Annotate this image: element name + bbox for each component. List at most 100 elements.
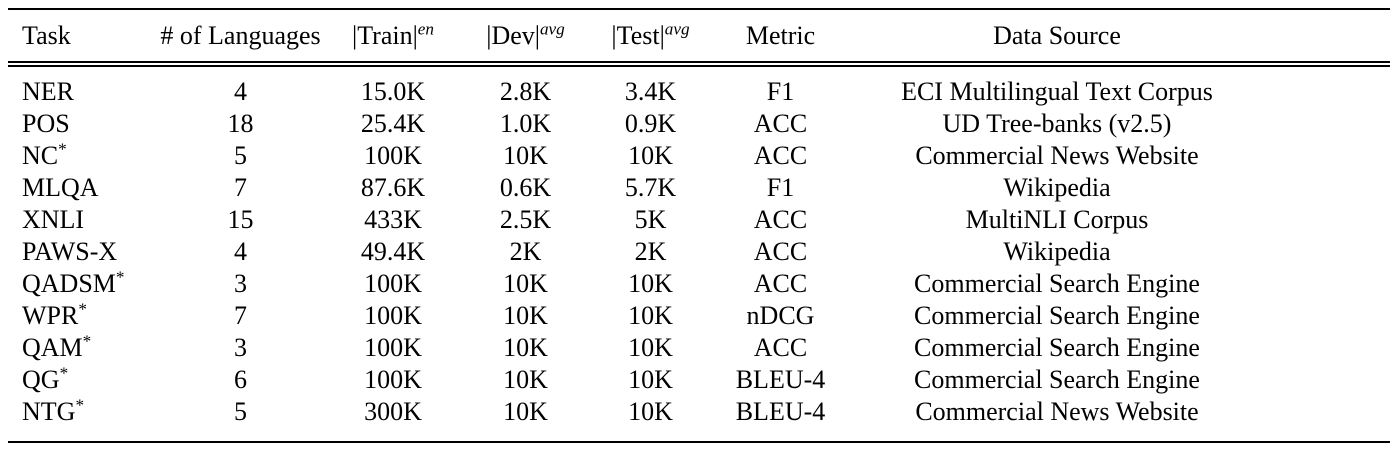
test-size-cell: 5K (634, 205, 667, 234)
header-row: Task # of Languages |Train|en |Dev|avg |Test… (8, 9, 1390, 67)
metric-cell: BLEU-4 (735, 365, 826, 394)
dev-size-cell: 10K (503, 365, 548, 394)
data-source-cell: Commercial Search Engine (914, 365, 1200, 394)
languages-cell: 7 (234, 301, 247, 330)
column-header-superscript: en (417, 19, 434, 39)
train-size-cell: 100K (364, 301, 422, 330)
test-size-cell: 10K (628, 301, 673, 330)
column-header: |Train|en (323, 9, 463, 67)
languages-cell: 5 (234, 141, 247, 170)
metric-cell: ACC (753, 269, 808, 298)
task-asterisk: * (75, 395, 85, 415)
benchmark-table: Task # of Languages |Train|en |Dev|avg |Test… (8, 8, 1390, 443)
table-row: PAWS-X 4 49.4K 2K 2K ACC Wikipedia (8, 236, 1390, 268)
table-row: QG* 6 100K 10K 10K BLEU-4 Commercial Search En… (8, 364, 1390, 396)
train-size-cell: 49.4K (360, 237, 426, 266)
task-asterisk: * (78, 299, 87, 319)
table-row: QADSM* 3 100K 10K 10K ACC Commercial Search En… (8, 268, 1390, 300)
task-asterisk: * (82, 331, 92, 351)
test-size-cell: 10K (628, 141, 673, 170)
table-row: XNLI 15 433K 2.5K 5K ACC MultiNLI Corpus (8, 204, 1390, 236)
metric-cell: nDCG (746, 301, 815, 330)
data-source-cell: Wikipedia (1003, 173, 1111, 202)
task-cell: NC* (22, 139, 67, 170)
data-source-cell: Commercial News Website (915, 141, 1199, 170)
data-source-cell: Commercial Search Engine (914, 301, 1200, 330)
languages-cell: 6 (234, 365, 247, 394)
languages-cell: 3 (234, 269, 247, 298)
dev-size-cell: 10K (503, 397, 548, 426)
task-cell: POS (22, 109, 70, 138)
languages-cell: 5 (234, 397, 247, 426)
metric-cell: ACC (753, 237, 808, 266)
column-header: Task (8, 9, 158, 67)
test-size-cell: 10K (628, 365, 673, 394)
train-size-cell: 100K (364, 141, 422, 170)
task-cell: NER (22, 77, 74, 106)
table-row: NTG* 5 300K 10K 10K BLEU-4 Commercial News Web… (8, 396, 1390, 442)
task-cell: NTG* (22, 395, 85, 426)
train-size-cell: 100K (364, 333, 422, 362)
metric-cell: ACC (753, 109, 808, 138)
metric-cell: F1 (766, 173, 795, 202)
column-header: Data Source (848, 9, 1390, 67)
dev-size-cell: 2.8K (499, 77, 552, 106)
data-source-cell: Commercial Search Engine (914, 333, 1200, 362)
dev-size-cell: 2K (509, 237, 542, 266)
task-cell: QADSM* (22, 267, 125, 298)
column-header: |Test|avg (588, 9, 713, 67)
train-size-cell: 300K (364, 397, 422, 426)
task-cell: WPR* (22, 299, 87, 330)
languages-cell: 4 (234, 237, 247, 266)
dev-size-cell: 10K (503, 333, 548, 362)
table-row: MLQA 7 87.6K 0.6K 5.7K F1 Wikipedia (8, 172, 1390, 204)
column-header-superscript: avg (539, 19, 565, 39)
languages-cell: 3 (234, 333, 247, 362)
data-source-cell: MultiNLI Corpus (965, 205, 1149, 234)
train-size-cell: 433K (364, 205, 422, 234)
test-size-cell: 0.9K (624, 109, 677, 138)
data-source-cell: Commercial Search Engine (914, 269, 1200, 298)
task-cell: XNLI (22, 205, 85, 234)
task-cell: QAM* (22, 331, 92, 362)
test-size-cell: 10K (628, 397, 673, 426)
table-row: QAM* 3 100K 10K 10K ACC Commercial Search Engi… (8, 332, 1390, 364)
metric-cell: F1 (766, 77, 795, 106)
dev-size-cell: 10K (503, 269, 548, 298)
dev-size-cell: 0.6K (499, 173, 552, 202)
task-cell: MLQA (22, 173, 99, 202)
train-size-cell: 100K (364, 269, 422, 298)
dev-size-cell: 10K (503, 141, 548, 170)
table-row: WPR* 7 100K 10K 10K nDCG Commercial Search Eng… (8, 300, 1390, 332)
data-source-cell: Wikipedia (1003, 237, 1111, 266)
data-source-cell: ECI Multilingual Text Corpus (901, 77, 1213, 106)
column-header: # of Languages (158, 9, 323, 67)
languages-cell: 18 (227, 109, 254, 138)
train-size-cell: 87.6K (360, 173, 426, 202)
dev-size-cell: 1.0K (499, 109, 552, 138)
metric-cell: ACC (753, 205, 808, 234)
task-asterisk: * (58, 139, 67, 159)
data-source-cell: Commercial News Website (915, 397, 1199, 426)
table-row: NER 4 15.0K 2.8K 3.4K F1 ECI Multilingual Text… (8, 64, 1390, 108)
train-size-cell: 25.4K (360, 109, 426, 138)
task-asterisk: * (59, 363, 69, 383)
column-header: |Dev|avg (463, 9, 588, 67)
train-size-cell: 15.0K (360, 77, 426, 106)
metric-cell: ACC (753, 141, 808, 170)
train-size-cell: 100K (364, 365, 422, 394)
languages-cell: 15 (227, 205, 254, 234)
test-size-cell: 10K (628, 333, 673, 362)
metric-cell: BLEU-4 (735, 397, 826, 426)
test-size-cell: 5.7K (624, 173, 677, 202)
task-asterisk: * (115, 267, 125, 287)
table-row: POS 18 25.4K 1.0K 0.9K ACC UD Tree-banks (v2.5… (8, 108, 1390, 140)
data-source-cell: UD Tree-banks (v2.5) (942, 109, 1172, 138)
test-size-cell: 3.4K (624, 77, 677, 106)
test-size-cell: 2K (634, 237, 667, 266)
languages-cell: 7 (234, 173, 247, 202)
task-cell: PAWS-X (22, 237, 118, 266)
table-body: NER 4 15.0K 2.8K 3.4K F1 ECI Multilingual Text… (8, 64, 1390, 442)
dev-size-cell: 2.5K (499, 205, 552, 234)
task-cell: QG* (22, 363, 69, 394)
